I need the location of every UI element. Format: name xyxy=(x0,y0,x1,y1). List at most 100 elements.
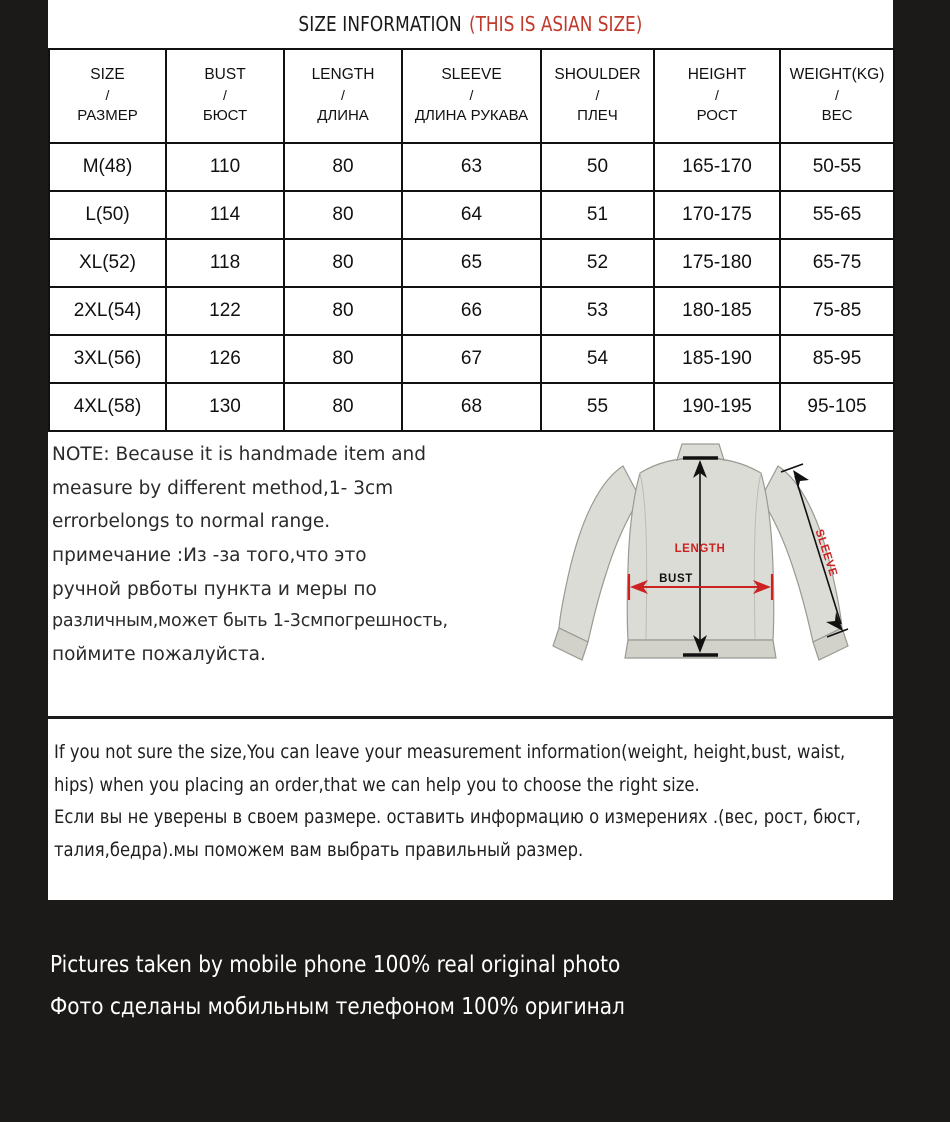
cell-sleeve: 68 xyxy=(401,382,542,432)
note-line: errorbelongs to normal range. xyxy=(52,511,331,533)
cell-size: 4XL(58) xyxy=(48,382,167,432)
cell-shoulder: 52 xyxy=(540,238,655,288)
header-separator: / xyxy=(469,86,474,103)
sleeve-arrow-head-bottom xyxy=(826,612,843,631)
cell-shoulder: 50 xyxy=(540,142,655,192)
jacket-left-shoulder-seam xyxy=(639,472,648,641)
cell-bust: 110 xyxy=(165,142,285,192)
cell-bust: 114 xyxy=(165,190,285,240)
note-and-diagram-section: NOTE: Because it is handmade item and me… xyxy=(48,428,893,718)
cell-bust: 126 xyxy=(165,334,285,384)
cell-height: 185-190 xyxy=(653,334,781,384)
cell-size: M(48) xyxy=(48,142,167,192)
note-line: различным,может быть 1-3смпогрешность, xyxy=(52,611,448,632)
cell-sleeve: 66 xyxy=(401,286,542,336)
table-row: L(50) 114 80 64 51 170-175 55-65 xyxy=(48,190,895,240)
bottom-note-line: If you not sure the size,You can leave y… xyxy=(54,741,846,763)
length-arrow-head-down xyxy=(693,635,707,653)
table-row: 2XL(54) 122 80 66 53 180-185 75-85 xyxy=(48,286,895,336)
cell-length: 80 xyxy=(283,334,403,384)
sleeve-top-tick xyxy=(780,463,804,473)
cell-bust: 130 xyxy=(165,382,285,432)
cell-bust: 122 xyxy=(165,286,285,336)
length-label: LENGTH xyxy=(675,543,726,555)
header-ru: РОСТ xyxy=(696,107,738,125)
header-ru: ВЕС xyxy=(821,107,853,125)
jacket-right-cuff-shape xyxy=(812,627,849,661)
cell-size: 2XL(54) xyxy=(48,286,167,336)
size-chart-table: SIZE / РАЗМЕР BUST / БЮСТ LENGTH / ДЛИНА… xyxy=(48,48,895,432)
header-ru: ДЛИНА РУКАВА xyxy=(414,107,529,125)
footer-line: Фото сделаны мобильным телефоном 100% ор… xyxy=(50,993,625,1020)
column-header-weight: WEIGHT(KG) / ВЕС xyxy=(779,48,895,144)
cell-length: 80 xyxy=(283,382,403,432)
section-divider xyxy=(48,716,893,719)
note-line: примечание :Из -за того,что это xyxy=(52,544,367,566)
jacket-measurement-diagram: LENGTH BUST SLEEVE xyxy=(548,436,893,696)
cell-height: 175-180 xyxy=(653,238,781,288)
cell-sleeve: 63 xyxy=(401,142,542,192)
cell-weight: 95-105 xyxy=(779,382,895,432)
header-en: LENGTH xyxy=(311,66,375,84)
header-en: SLEEVE xyxy=(441,66,502,84)
cell-weight: 65-75 xyxy=(779,238,895,288)
header-en: SIZE xyxy=(90,66,125,84)
cell-shoulder: 53 xyxy=(540,286,655,336)
header-separator: / xyxy=(341,86,345,103)
header-en: BUST xyxy=(204,66,246,84)
header-separator: / xyxy=(595,86,600,103)
cell-height: 170-175 xyxy=(653,190,781,240)
cell-weight: 85-95 xyxy=(779,334,895,384)
cell-sleeve: 67 xyxy=(401,334,542,384)
table-row: 4XL(58) 130 80 68 55 190-195 95-105 xyxy=(48,382,895,432)
header-separator: / xyxy=(105,86,110,103)
cell-sleeve: 65 xyxy=(401,238,542,288)
bottom-note-line: талия,бедра).мы поможем вам выбрать прав… xyxy=(54,839,584,862)
size-information-panel: SIZE INFORMATION (THIS IS ASIAN SIZE) SI… xyxy=(48,0,895,900)
cell-length: 80 xyxy=(283,286,403,336)
jacket-left-cuff-shape xyxy=(552,627,589,661)
bust-arrow-head-left xyxy=(630,580,648,594)
cell-weight: 75-85 xyxy=(779,286,895,336)
header-en: HEIGHT xyxy=(687,66,747,84)
sleeve-arrow-line xyxy=(794,475,842,625)
cell-length: 80 xyxy=(283,190,403,240)
header-separator: / xyxy=(715,86,719,103)
header-ru: ДЛИНА xyxy=(317,107,369,125)
table-row: 3XL(56) 126 80 67 54 185-190 85-95 xyxy=(48,334,895,384)
cell-height: 190-195 xyxy=(653,382,781,432)
column-header-height: HEIGHT / РОСТ xyxy=(653,48,781,144)
cell-size: L(50) xyxy=(48,190,167,240)
title-main-text: SIZE INFORMATION xyxy=(298,12,462,36)
bust-label: BUST xyxy=(659,573,693,585)
note-line: ручной рвботы пункта и меры по xyxy=(52,578,377,600)
column-header-sleeve: SLEEVE / ДЛИНА РУКАВА xyxy=(401,48,542,144)
cell-length: 80 xyxy=(283,238,403,288)
cell-weight: 55-65 xyxy=(779,190,895,240)
measurement-note: NOTE: Because it is handmade item and me… xyxy=(52,438,492,672)
column-header-length: LENGTH / ДЛИНА xyxy=(283,48,403,144)
sleeve-bottom-tick xyxy=(826,628,849,638)
table-row: M(48) 110 80 63 50 165-170 50-55 xyxy=(48,142,895,192)
photo-disclaimer: Pictures taken by mobile phone 100% real… xyxy=(50,945,910,1029)
cell-weight: 50-55 xyxy=(779,142,895,192)
bottom-note-line: Если вы не уверены в своем размере. оста… xyxy=(54,806,861,829)
sleeve-arrow-head-top xyxy=(793,470,809,489)
cell-size: 3XL(56) xyxy=(48,334,167,384)
header-ru: БЮСТ xyxy=(202,107,248,125)
footer-line: Pictures taken by mobile phone 100% real… xyxy=(50,952,621,978)
length-arrow-head-up xyxy=(693,460,707,478)
table-header-row: SIZE / РАЗМЕР BUST / БЮСТ LENGTH / ДЛИНА… xyxy=(48,48,895,144)
bottom-note-line: hips) when you placing an order,that we … xyxy=(54,773,700,796)
header-ru: РАЗМЕР xyxy=(77,107,138,125)
title-asian-size-note: (THIS IS ASIAN SIZE) xyxy=(468,12,642,36)
cell-size: XL(52) xyxy=(48,238,167,288)
table-row: XL(52) 118 80 65 52 175-180 65-75 xyxy=(48,238,895,288)
cell-sleeve: 64 xyxy=(401,190,542,240)
note-line: NOTE: Because it is handmade item and xyxy=(52,444,427,465)
cell-length: 80 xyxy=(283,142,403,192)
page-title: SIZE INFORMATION (THIS IS ASIAN SIZE) xyxy=(48,0,893,48)
header-en: SHOULDER xyxy=(554,66,641,84)
header-separator: / xyxy=(835,86,839,103)
column-header-size: SIZE / РАЗМЕР xyxy=(48,48,167,144)
